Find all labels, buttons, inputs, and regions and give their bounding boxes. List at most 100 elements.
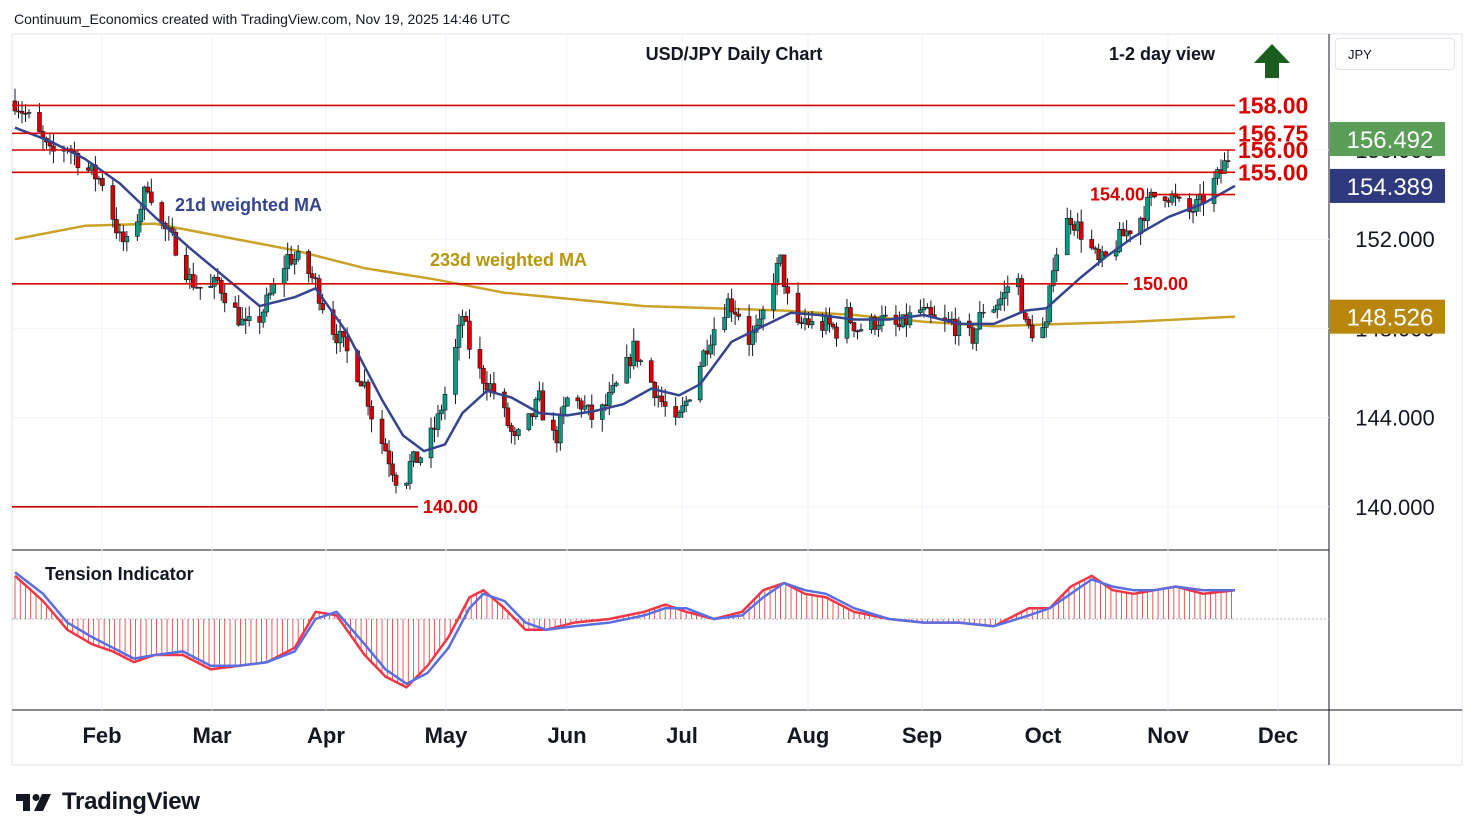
level-label-154.00: 154.00 <box>1090 185 1145 205</box>
x-tick-label: Apr <box>307 723 345 748</box>
price-box <box>1330 122 1445 157</box>
candle-body <box>1029 324 1035 339</box>
candle-body <box>662 401 668 407</box>
chart-frame <box>11 33 1463 766</box>
candle-body <box>648 360 654 383</box>
candle-body <box>774 263 780 285</box>
tension-pane <box>14 571 1236 689</box>
candle-body <box>994 304 1000 311</box>
candle-body <box>404 483 409 486</box>
candle-body <box>100 177 105 186</box>
candle-body <box>855 330 860 333</box>
candle-body <box>1078 221 1084 240</box>
candle-body <box>19 110 25 114</box>
candle-body <box>606 392 612 406</box>
candle-body <box>907 312 913 326</box>
tradingview-logo-icon <box>16 794 51 811</box>
tension-slow-line <box>14 571 1235 686</box>
candle-body <box>442 393 448 411</box>
candle-body <box>722 317 727 330</box>
candle-body <box>135 221 140 237</box>
x-tick-label: Aug <box>787 723 830 748</box>
candle-body <box>1225 160 1231 162</box>
candle-body <box>75 153 81 169</box>
candle-body <box>232 302 238 308</box>
candle-body <box>1127 230 1133 235</box>
candle-body <box>173 232 179 256</box>
candle-body <box>383 443 388 452</box>
tension-indicator-label: Tension Indicator <box>45 564 194 584</box>
candle-body <box>533 398 539 417</box>
candle-body <box>736 313 741 317</box>
tradingview-logo[interactable]: TradingView <box>16 788 200 816</box>
x-axis-ticks: Feb Mar Apr May Jun Jul Aug Sep Oct Nov Dec <box>82 723 1298 748</box>
x-tick-label: Mar <box>192 723 232 748</box>
candle-body <box>599 404 605 420</box>
y-tick-label: 140.000 <box>1355 495 1435 520</box>
candle-body <box>386 450 392 465</box>
candle-body <box>295 251 301 260</box>
candle-body <box>683 400 689 406</box>
candle-body <box>561 405 567 415</box>
candle-body <box>407 461 413 484</box>
chart-title: USD/JPY Daily Chart <box>646 44 823 64</box>
x-tick-label: Sep <box>902 723 942 748</box>
price-box-label: 154.389 <box>1347 174 1434 201</box>
candle-body <box>414 451 420 463</box>
candle-body <box>505 407 511 426</box>
candle-body <box>1026 319 1032 326</box>
currency-selector[interactable]: JPY <box>1335 38 1455 70</box>
candle-body <box>306 251 311 275</box>
candle-body <box>687 399 692 402</box>
candle-body <box>624 357 630 384</box>
candle-body <box>928 307 934 316</box>
candle-body <box>1117 228 1122 252</box>
candle-body <box>456 324 462 348</box>
candle-body <box>481 367 486 384</box>
candle-body <box>795 292 801 323</box>
candle-body <box>1050 270 1056 287</box>
grid <box>12 34 1329 710</box>
candle-body <box>208 285 214 288</box>
candle-body <box>330 309 336 335</box>
candle-body <box>393 474 399 486</box>
level-label-156.75: 156.75 <box>1238 120 1309 146</box>
ma21-line <box>14 126 1236 453</box>
price-boxes: 156.492 154.389 148.526 <box>1330 122 1445 334</box>
candle-body <box>526 413 532 430</box>
candle-body <box>760 309 766 320</box>
candle-body <box>1043 321 1049 328</box>
candle-body <box>956 320 962 337</box>
candle-body <box>848 307 853 323</box>
candle-body <box>1054 254 1060 272</box>
candle-body <box>732 311 738 315</box>
candle-body <box>981 311 986 314</box>
chart-credit: Continuum_Economics created with Trading… <box>14 11 511 27</box>
candle-body <box>236 307 242 326</box>
candle-body <box>467 320 472 350</box>
candle-body <box>610 385 616 393</box>
candle-body <box>379 418 385 444</box>
candle-body <box>558 414 563 444</box>
candle-body <box>750 331 755 345</box>
candle-body <box>114 219 119 234</box>
candle-body <box>711 329 717 346</box>
candle-body <box>463 315 469 322</box>
candle-body <box>1169 193 1175 203</box>
candle-body <box>680 405 685 413</box>
candle-body <box>1176 196 1182 199</box>
candle-body <box>851 322 857 332</box>
candle-body <box>1211 178 1217 204</box>
candle-body <box>439 409 444 415</box>
candle-body <box>991 309 997 313</box>
price-box-label: 156.492 <box>1347 127 1434 154</box>
candle-body <box>858 329 864 332</box>
candle-body <box>491 383 497 393</box>
candle-body <box>369 406 374 420</box>
candle-body <box>477 349 483 369</box>
candle-body <box>809 321 815 326</box>
candle-body <box>676 411 682 418</box>
level-label-156.00: 156.00 <box>1238 137 1308 163</box>
